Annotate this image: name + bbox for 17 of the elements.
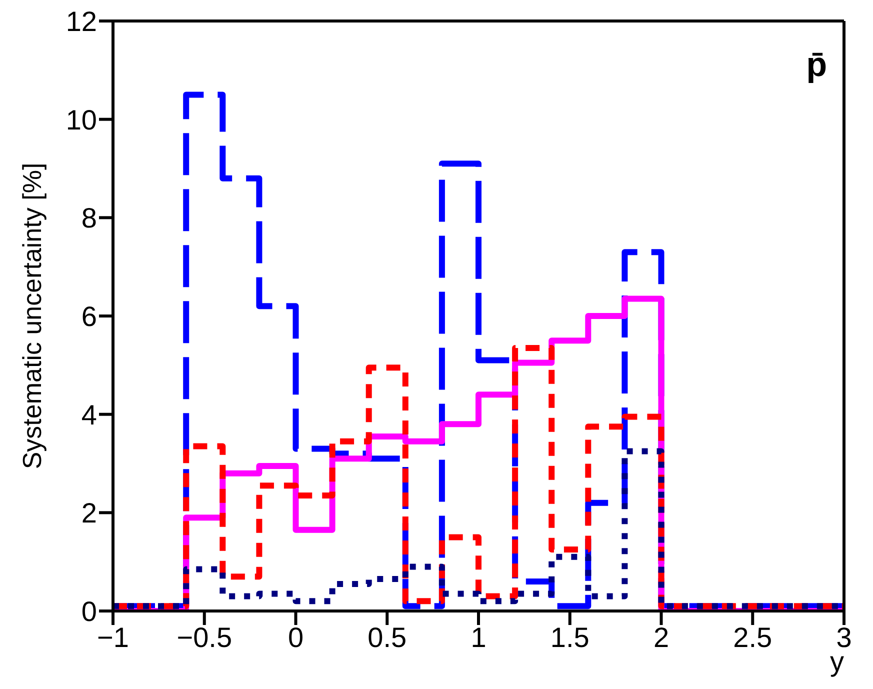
y-tick-label: 12 (66, 6, 97, 37)
x-tick-label: −1 (97, 622, 129, 653)
y-tick-label: 2 (81, 498, 97, 529)
annotation: p̄ (806, 46, 827, 85)
x-tick-label: 2.5 (733, 622, 772, 653)
y-tick-label: 4 (81, 399, 97, 430)
x-tick-label: 0.5 (368, 622, 407, 653)
y-tick-label: 10 (66, 104, 97, 136)
y-axis-title: Systematic uncertainty [%] (17, 162, 48, 470)
x-tick-label: 0 (288, 622, 304, 653)
y-tick-label: 6 (81, 300, 97, 332)
x-tick-label: −0.5 (176, 622, 232, 653)
x-tick-label: 1.5 (550, 622, 590, 653)
y-tick-label: 8 (81, 202, 97, 234)
x-tick-label: 2 (653, 622, 670, 653)
x-tick-label: 1 (470, 622, 486, 653)
y-tick-label: 0 (81, 596, 97, 627)
